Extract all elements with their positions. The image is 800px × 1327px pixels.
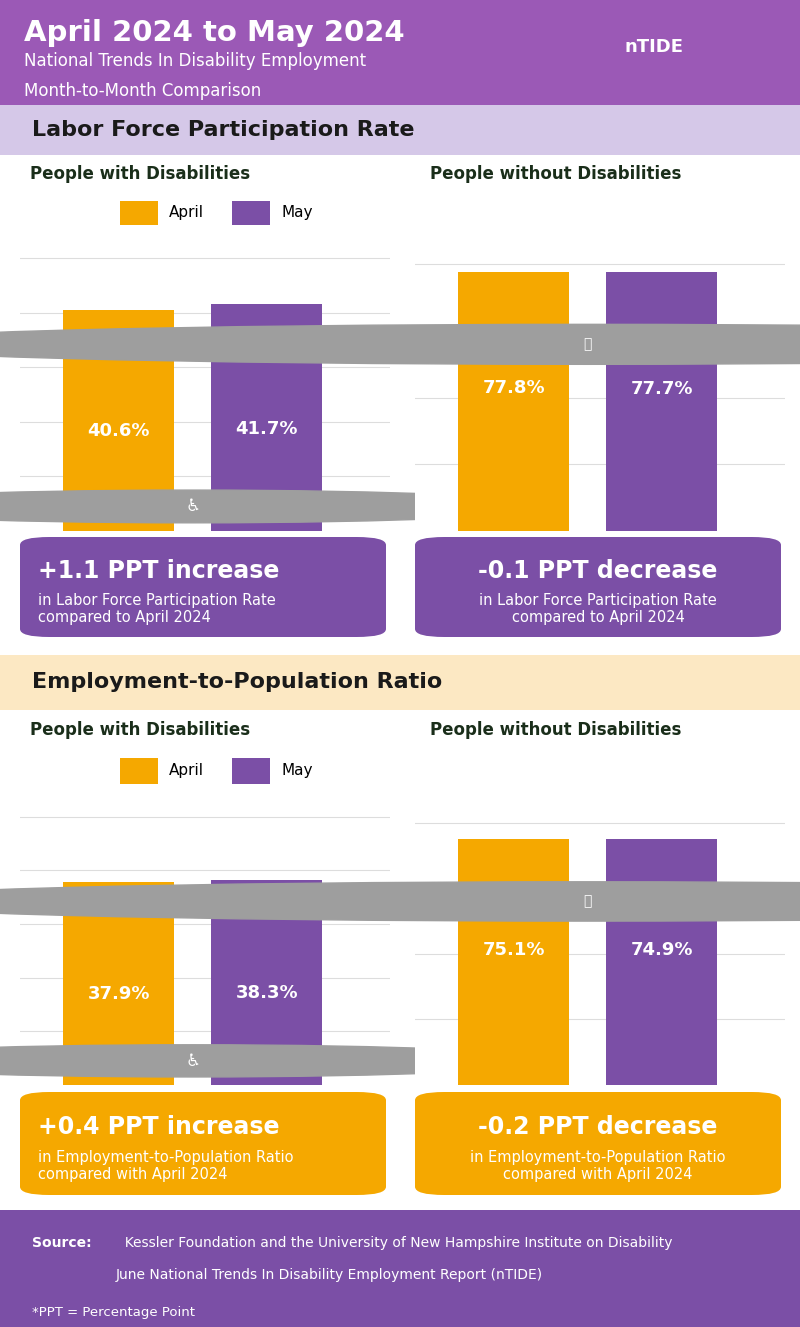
Text: nTIDE: nTIDE	[624, 38, 683, 56]
Bar	[233, 758, 270, 784]
Text: People with Disabilities: People with Disabilities	[30, 165, 250, 183]
Bar	[120, 758, 158, 784]
FancyBboxPatch shape	[415, 537, 781, 637]
Text: in Employment-to-Population Ratio
compared with April 2024: in Employment-to-Population Ratio compar…	[470, 1149, 726, 1182]
Bar	[63, 881, 174, 1085]
Text: +0.4 PPT increase: +0.4 PPT increase	[38, 1115, 280, 1139]
Circle shape	[0, 881, 800, 921]
Text: National Trends In Disability Employment: National Trends In Disability Employment	[24, 53, 366, 70]
Text: May: May	[282, 204, 313, 219]
Text: 👤: 👤	[583, 894, 592, 909]
FancyBboxPatch shape	[20, 1092, 386, 1196]
Text: *PPT = Percentage Point: *PPT = Percentage Point	[32, 1306, 195, 1319]
Text: April 2024 to May 2024: April 2024 to May 2024	[24, 19, 405, 46]
Text: June National Trends In Disability Employment Report (nTIDE): June National Trends In Disability Emplo…	[116, 1269, 543, 1282]
Circle shape	[0, 324, 800, 365]
Text: in Labor Force Participation Rate
compared to April 2024: in Labor Force Participation Rate compar…	[479, 593, 717, 625]
Text: Source:: Source:	[32, 1235, 92, 1250]
Bar	[606, 272, 717, 531]
Text: 41.7%: 41.7%	[235, 419, 298, 438]
Text: in Employment-to-Population Ratio
compared with April 2024: in Employment-to-Population Ratio compar…	[38, 1149, 294, 1182]
Bar	[233, 200, 270, 226]
Text: in Labor Force Participation Rate
compared to April 2024: in Labor Force Participation Rate compar…	[38, 593, 276, 625]
Text: 74.9%: 74.9%	[630, 941, 693, 959]
Bar	[211, 304, 322, 531]
Circle shape	[0, 490, 562, 523]
Text: People without Disabilities: People without Disabilities	[430, 721, 682, 739]
Text: ♿: ♿	[186, 1052, 200, 1070]
Text: Month-to-Month Comparison: Month-to-Month Comparison	[24, 82, 262, 100]
Text: -0.1 PPT decrease: -0.1 PPT decrease	[478, 559, 718, 583]
FancyBboxPatch shape	[415, 1092, 781, 1196]
Text: People without Disabilities: People without Disabilities	[430, 165, 682, 183]
Text: -0.2 PPT decrease: -0.2 PPT decrease	[478, 1115, 718, 1139]
Bar	[458, 839, 569, 1085]
Text: 75.1%: 75.1%	[482, 941, 545, 958]
FancyBboxPatch shape	[20, 537, 386, 637]
Text: May: May	[282, 763, 313, 778]
Text: Employment-to-Population Ratio: Employment-to-Population Ratio	[32, 673, 442, 693]
Bar	[120, 200, 158, 226]
Text: 77.8%: 77.8%	[482, 380, 545, 397]
Circle shape	[0, 1044, 562, 1078]
Text: April: April	[169, 763, 204, 778]
Text: 77.7%: 77.7%	[630, 380, 693, 398]
Text: Labor Force Participation Rate: Labor Force Participation Rate	[32, 119, 414, 141]
Text: ♿: ♿	[186, 498, 200, 515]
Text: 37.9%: 37.9%	[87, 985, 150, 1002]
Text: 40.6%: 40.6%	[87, 422, 150, 441]
Text: 38.3%: 38.3%	[235, 983, 298, 1002]
Bar	[211, 880, 322, 1085]
Text: People with Disabilities: People with Disabilities	[30, 721, 250, 739]
Bar	[63, 309, 174, 531]
Bar	[606, 840, 717, 1085]
Text: Kessler Foundation and the University of New Hampshire Institute on Disability: Kessler Foundation and the University of…	[116, 1235, 673, 1250]
Text: 👤: 👤	[583, 337, 592, 352]
Text: +1.1 PPT increase: +1.1 PPT increase	[38, 559, 280, 583]
Bar	[458, 272, 569, 531]
Text: April: April	[169, 204, 204, 219]
